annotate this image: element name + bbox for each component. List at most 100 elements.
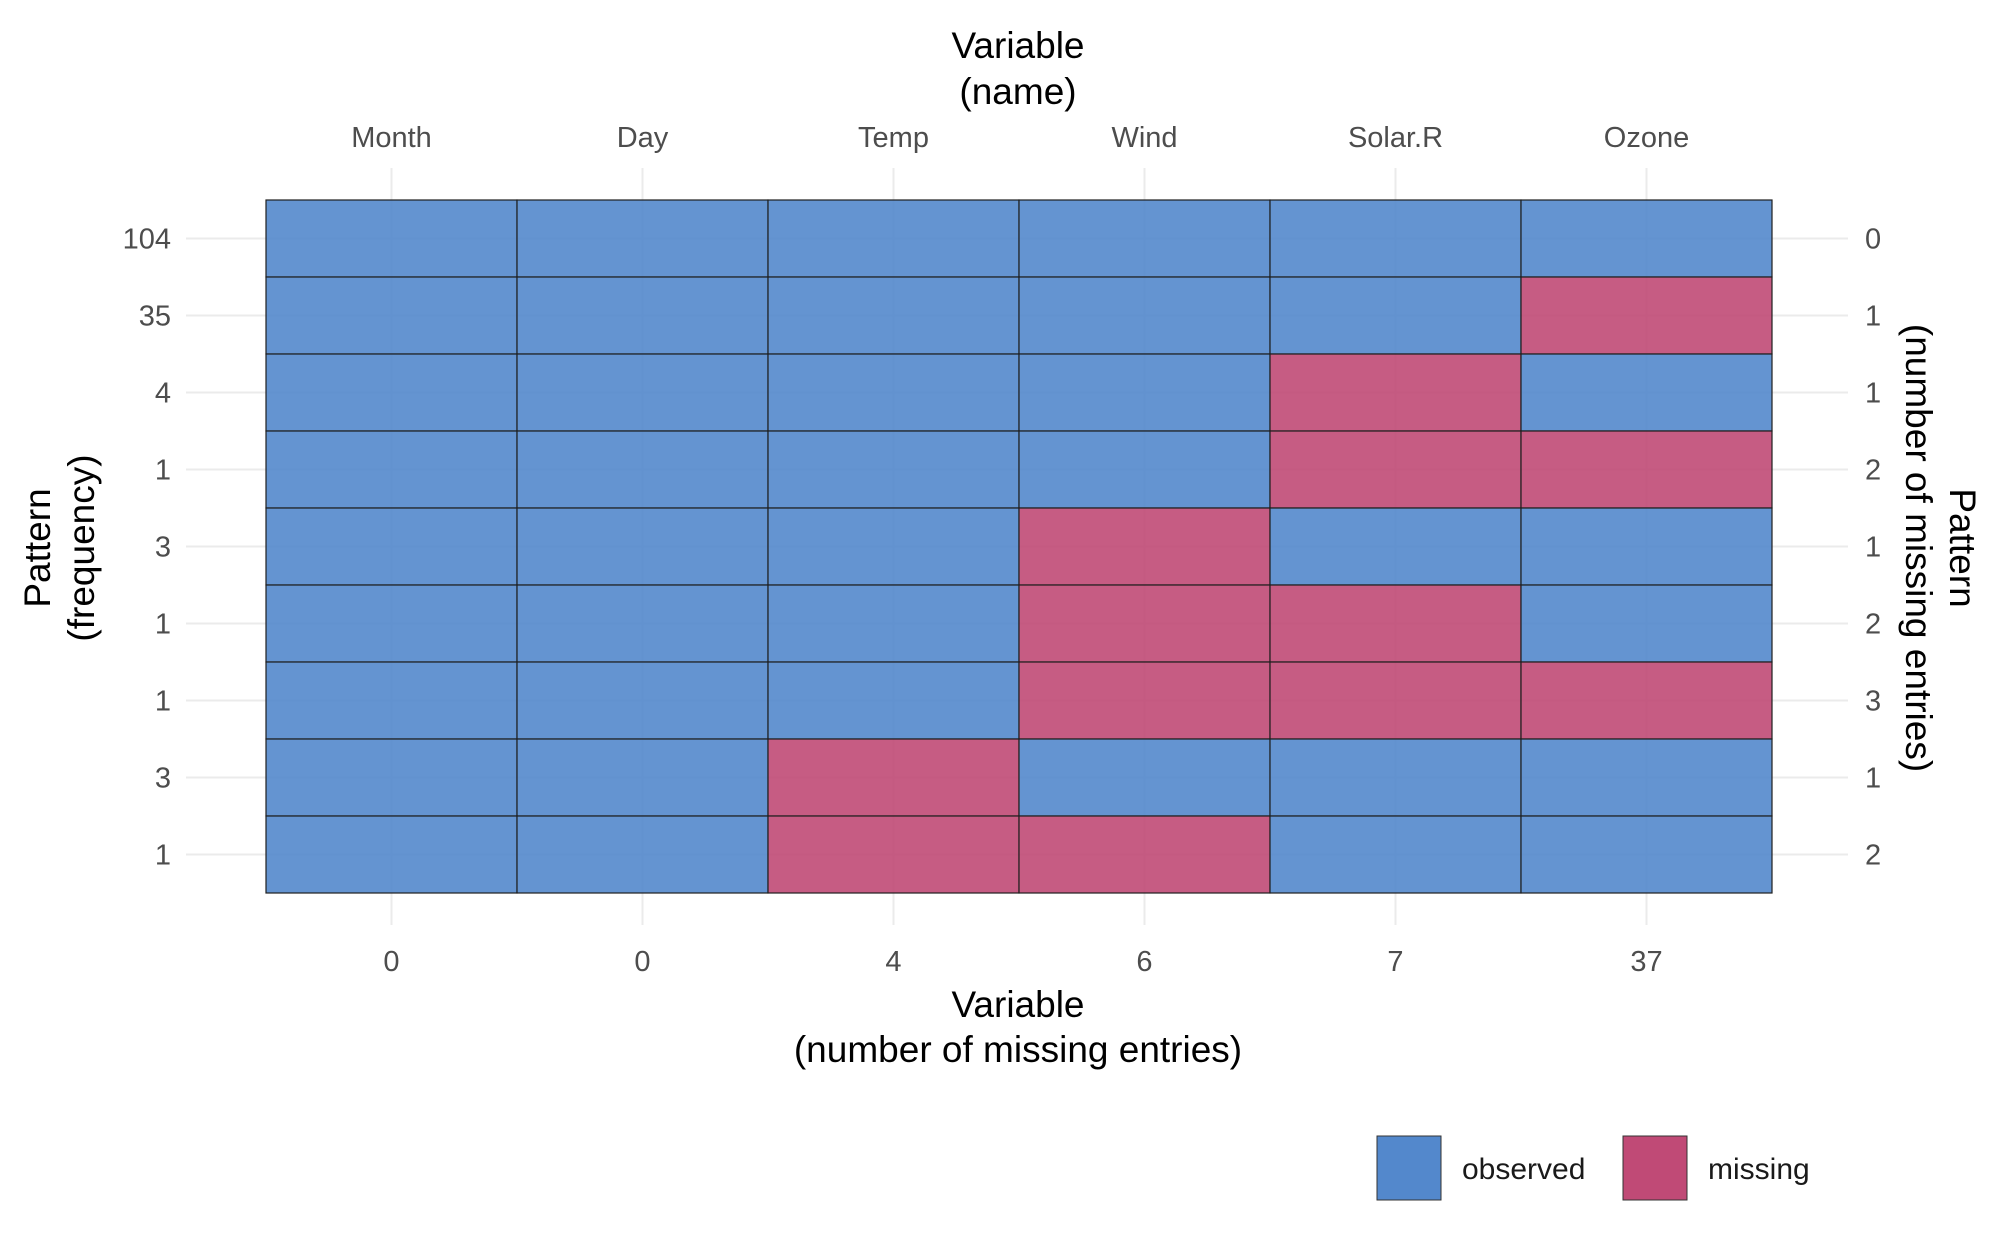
variable-missing-count-label: 0	[383, 946, 399, 978]
variable-name-ticks: Month Day Temp Wind Solar.R Ozone	[351, 122, 1689, 154]
cell-observed	[265, 738, 518, 817]
cell-observed	[1269, 276, 1522, 355]
pattern-frequency-ticks: 104 35 4 1 3 1 1 3 1	[123, 224, 171, 872]
cell-observed	[265, 430, 518, 509]
pattern-missing-count-label: 1	[1865, 378, 1881, 410]
cell-observed	[265, 661, 518, 740]
cell-observed	[1018, 353, 1271, 432]
top-axis-title-line1: Variable	[951, 25, 1084, 66]
pattern-frequency-label: 104	[123, 224, 171, 256]
left-axis-title-line2: (frequency)	[61, 454, 102, 641]
variable-missing-count-label: 37	[1630, 946, 1662, 978]
cell-observed	[1018, 430, 1271, 509]
cell-observed	[1520, 584, 1773, 663]
cell-observed	[1520, 507, 1773, 586]
pattern-frequency-label: 3	[155, 763, 171, 795]
cell-observed	[767, 430, 1020, 509]
cell-observed	[1018, 276, 1271, 355]
pattern-missing-count-label: 1	[1865, 301, 1881, 333]
pattern-frequency-label: 1	[155, 455, 171, 487]
top-axis-title-line2: (name)	[959, 71, 1076, 112]
variable-missing-count-label: 6	[1136, 946, 1152, 978]
variable-missing-count-label: 0	[634, 946, 650, 978]
variable-name-label: Wind	[1111, 122, 1177, 154]
bottom-axis-title-line2: (number of missing entries)	[794, 1029, 1242, 1070]
cell-missing	[1269, 584, 1522, 663]
pattern-frequency-label: 1	[155, 686, 171, 718]
cell-observed	[1520, 815, 1773, 894]
cell-observed	[516, 584, 769, 663]
pattern-missing-count-label: 3	[1865, 686, 1881, 718]
cell-observed	[1520, 738, 1773, 817]
cell-observed	[516, 738, 769, 817]
cell-observed	[265, 584, 518, 663]
cell-missing	[1018, 584, 1271, 663]
cell-missing	[1520, 276, 1773, 355]
cell-missing	[767, 815, 1020, 894]
legend-swatch-missing	[1622, 1135, 1688, 1201]
cell-observed	[516, 199, 769, 278]
pattern-frequency-label: 35	[139, 301, 171, 333]
cell-observed	[1018, 199, 1271, 278]
cell-missing	[767, 738, 1020, 817]
pattern-frequency-label: 1	[155, 840, 171, 872]
cell-missing	[1520, 430, 1773, 509]
legend-label-observed: observed	[1462, 1153, 1585, 1186]
pattern-missing-count-label: 1	[1865, 532, 1881, 564]
legend-label-missing: missing	[1708, 1153, 1810, 1186]
cell-observed	[1269, 199, 1522, 278]
left-axis-title-line1: Pattern	[17, 488, 58, 607]
cell-observed	[767, 661, 1020, 740]
variable-name-label: Ozone	[1604, 122, 1689, 154]
cell-missing	[1018, 661, 1271, 740]
variable-name-label: Day	[617, 122, 669, 154]
cell-observed	[767, 276, 1020, 355]
variable-name-label: Month	[351, 122, 432, 154]
cell-observed	[1520, 199, 1773, 278]
cell-missing	[1520, 661, 1773, 740]
cell-observed	[516, 430, 769, 509]
pattern-frequency-label: 1	[155, 609, 171, 641]
pattern-missing-count-label: 2	[1865, 609, 1881, 641]
cell-missing	[1269, 430, 1522, 509]
cell-observed	[767, 507, 1020, 586]
pattern-missing-count-label: 2	[1865, 455, 1881, 487]
cell-observed	[516, 815, 769, 894]
pattern-missing-count-label: 2	[1865, 840, 1881, 872]
cell-observed	[516, 353, 769, 432]
right-axis-title-line1: Pattern	[1942, 488, 1983, 607]
pattern-frequency-label: 3	[155, 532, 171, 564]
pattern-frequency-label: 4	[155, 378, 171, 410]
pattern-missing-count-ticks: 0 1 1 2 1 2 3 1 2	[1865, 224, 1881, 872]
cell-observed	[516, 276, 769, 355]
cell-observed	[516, 661, 769, 740]
cell-observed	[265, 815, 518, 894]
variable-missing-count-label: 7	[1387, 946, 1403, 978]
cell-observed	[265, 507, 518, 586]
cell-missing	[1018, 815, 1271, 894]
variable-missing-count-ticks: 0 0 4 6 7 37	[383, 946, 1662, 978]
cell-observed	[767, 584, 1020, 663]
variable-name-label: Temp	[858, 122, 929, 154]
legend: observed missing	[1376, 1135, 1810, 1201]
right-axis-title-line2: (number of missing entries)	[1898, 324, 1939, 772]
cell-observed	[516, 507, 769, 586]
pattern-missing-count-label: 1	[1865, 763, 1881, 795]
legend-swatch-observed	[1376, 1135, 1442, 1201]
cell-observed	[265, 276, 518, 355]
cell-observed	[767, 199, 1020, 278]
pattern-missing-count-label: 0	[1865, 224, 1881, 256]
cell-observed	[1269, 507, 1522, 586]
cell-observed	[1269, 738, 1522, 817]
cell-observed	[265, 199, 518, 278]
cell-missing	[1269, 353, 1522, 432]
cell-observed	[1018, 738, 1271, 817]
cell-observed	[1269, 815, 1522, 894]
cell-observed	[1520, 353, 1773, 432]
bottom-axis-title-line1: Variable	[951, 984, 1084, 1025]
pattern-cells	[265, 199, 1773, 894]
cell-observed	[265, 353, 518, 432]
cell-missing	[1269, 661, 1522, 740]
cell-observed	[767, 353, 1020, 432]
